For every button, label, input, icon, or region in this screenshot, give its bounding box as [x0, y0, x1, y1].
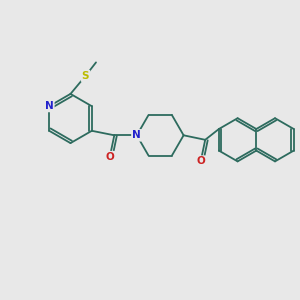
- Text: O: O: [196, 156, 205, 167]
- Text: N: N: [132, 130, 141, 140]
- Text: N: N: [132, 130, 141, 140]
- Text: S: S: [82, 71, 89, 81]
- Text: O: O: [105, 152, 114, 162]
- Text: N: N: [45, 101, 54, 111]
